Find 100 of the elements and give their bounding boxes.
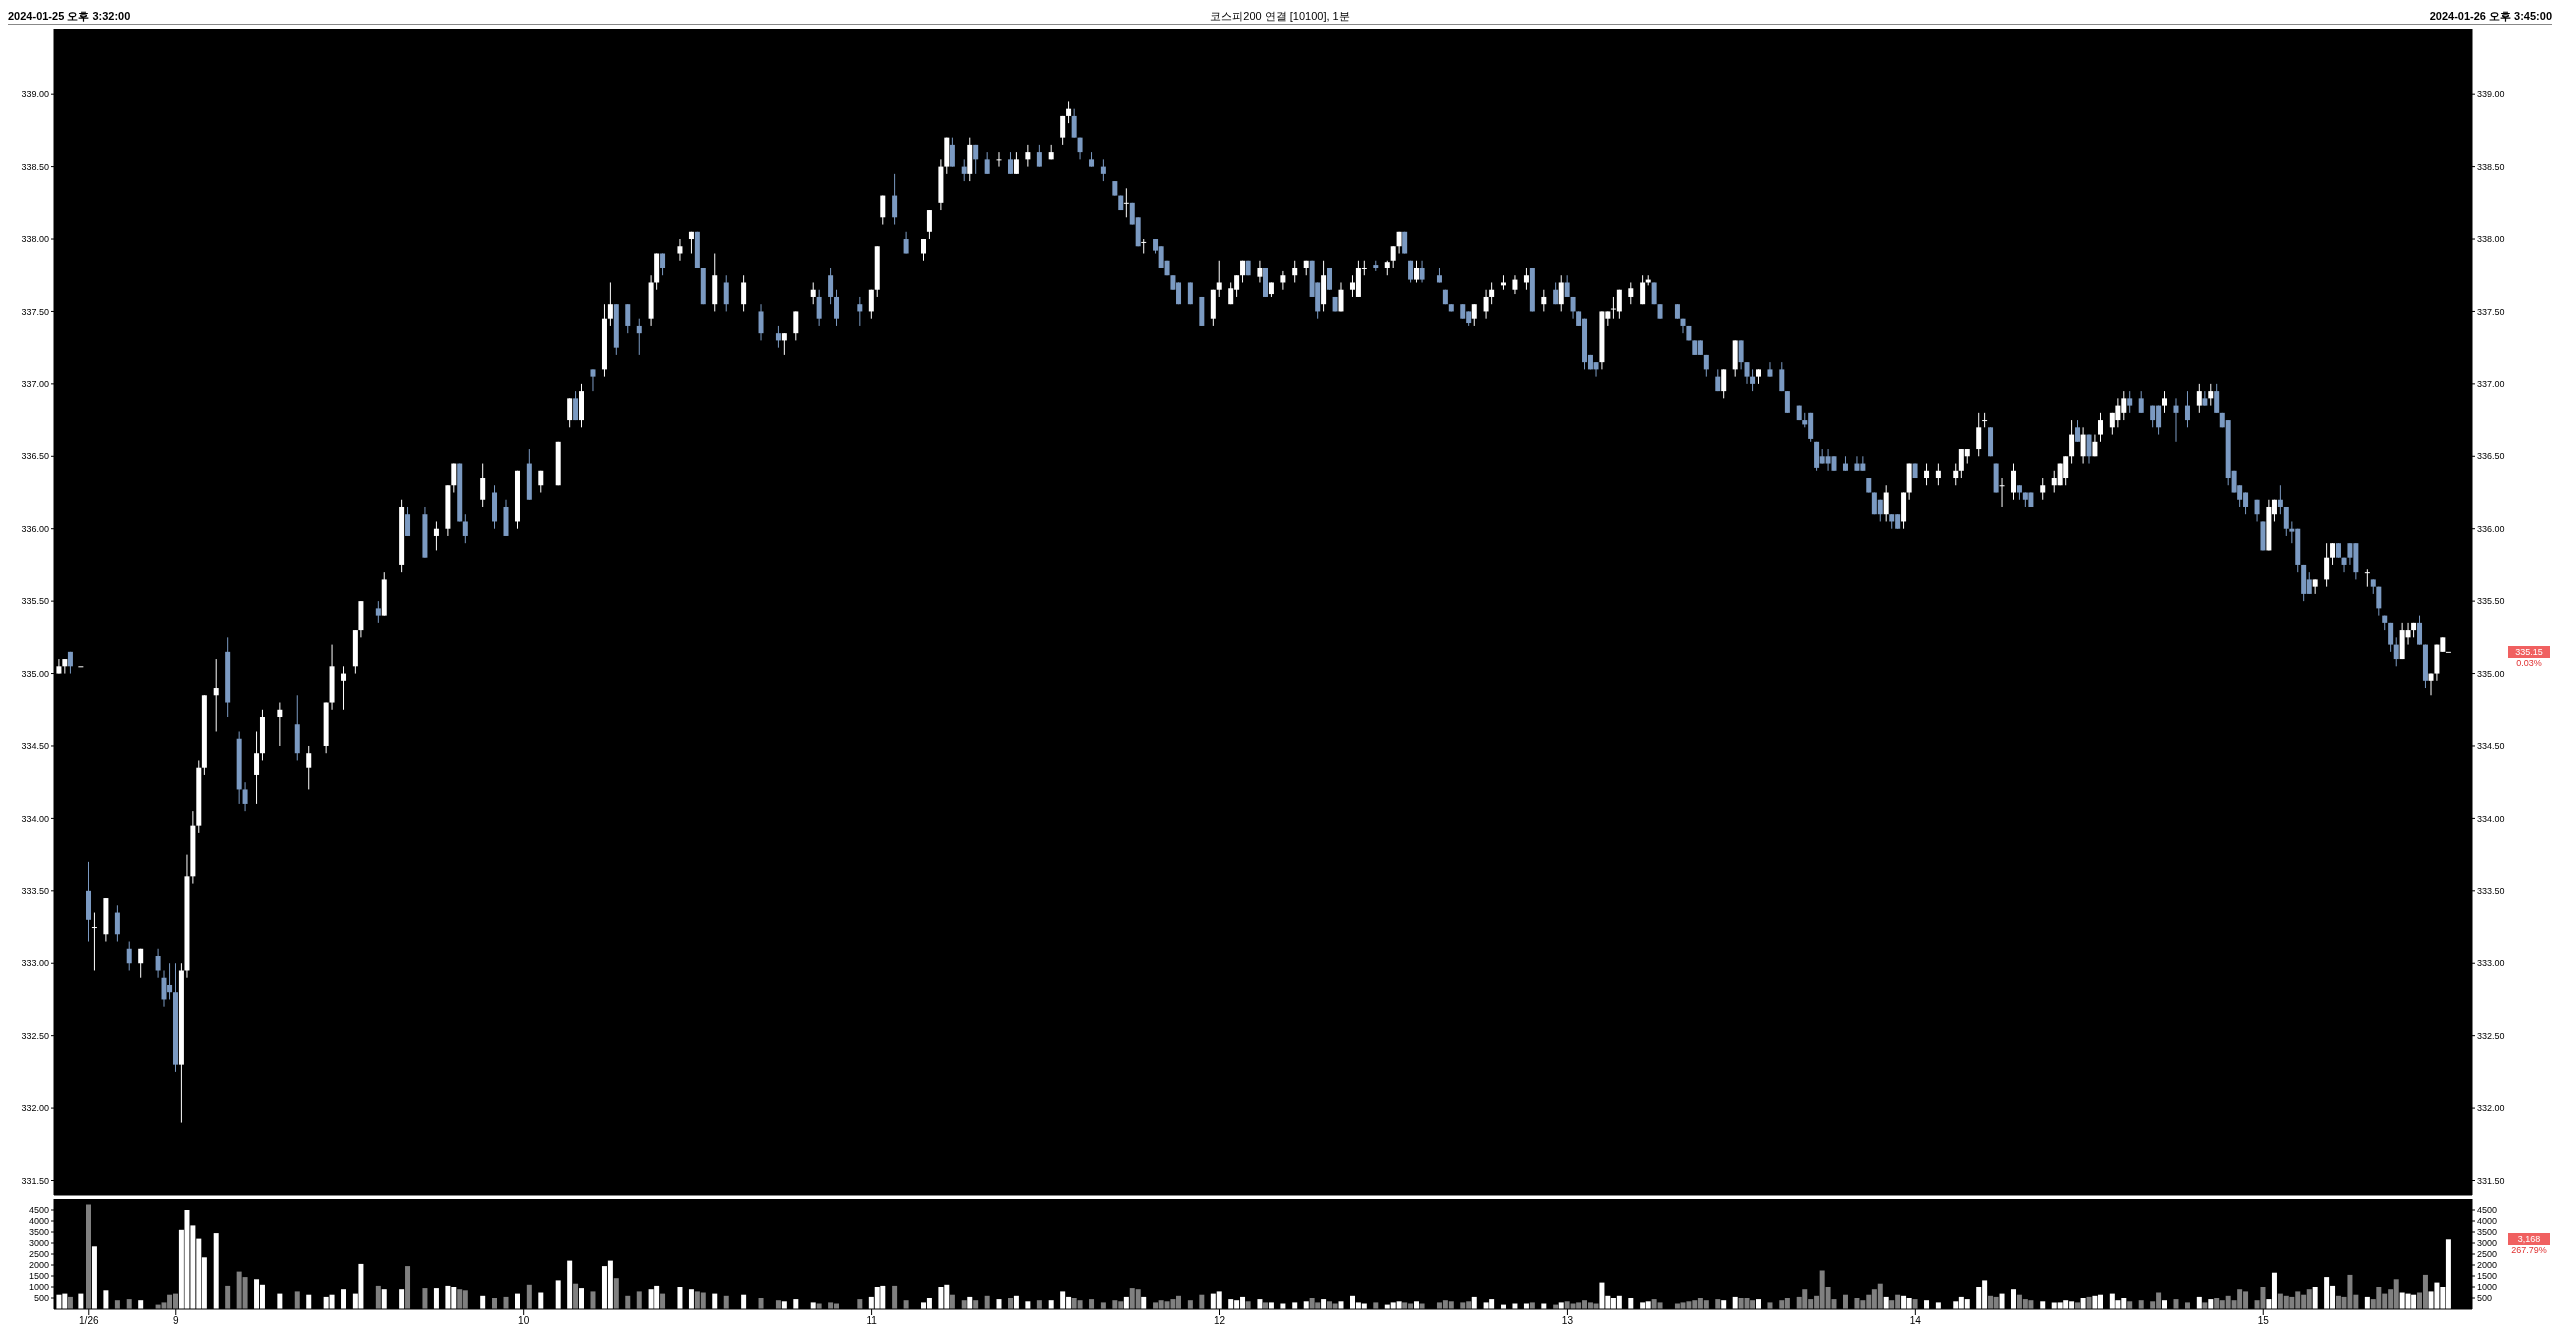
y-tick-label: 333.00: [21, 958, 49, 969]
candlestick: [2080, 426, 2086, 465]
bar: [1628, 1298, 1634, 1309]
y2-tick-label: 1000: [2477, 1282, 2498, 1293]
bar: [1715, 1299, 1721, 1309]
candlestick: [2283, 506, 2289, 537]
candlestick: [1935, 463, 1941, 486]
candlestick: [2388, 622, 2394, 653]
candlestick: [1483, 289, 1489, 320]
bar: [1732, 1296, 1738, 1309]
bar: [2040, 1301, 2046, 1309]
bar: [138, 1300, 144, 1309]
bar: [660, 1293, 666, 1309]
y-tick-label: 334.50: [21, 741, 49, 752]
bar: [1007, 1298, 1013, 1309]
bar: [949, 1294, 955, 1309]
bar: [810, 1302, 816, 1309]
y-tick-label: 4000: [28, 1216, 49, 1227]
y2-tick-label: 337.00: [2477, 379, 2505, 390]
y-tick-label: 338.50: [21, 161, 49, 172]
candlestick: [155, 948, 161, 979]
candlestick: [1564, 274, 1570, 298]
candlestick: [1784, 390, 1790, 414]
candlestick: [573, 390, 579, 421]
bar: [1529, 1302, 1535, 1309]
candlestick: [2011, 463, 2017, 501]
bar: [2138, 1300, 2144, 1309]
candlestick: [880, 195, 886, 226]
bar: [1721, 1300, 1727, 1309]
candlestick: [2097, 412, 2103, 443]
bar: [2011, 1289, 2017, 1309]
bar: [1935, 1302, 1941, 1309]
candlestick: [607, 281, 613, 327]
bar: [1471, 1296, 1477, 1309]
candlestick: [2341, 557, 2347, 573]
candlestick: [1883, 484, 1889, 522]
bar: [892, 1285, 898, 1309]
x-tick-label: 12: [1213, 1315, 1226, 1327]
x-tick-label: 14: [1909, 1315, 1922, 1327]
candlestick: [741, 274, 747, 312]
candlestick: [1750, 368, 1756, 392]
bar: [399, 1289, 405, 1309]
candlestick: [984, 151, 990, 175]
bar: [1558, 1302, 1564, 1309]
bar: [1912, 1299, 1918, 1309]
bar: [2196, 1296, 2202, 1309]
bar: [514, 1293, 520, 1309]
bar: [341, 1289, 347, 1309]
candlestick: [816, 289, 822, 327]
candlestick: [2277, 484, 2283, 515]
candlestick: [1982, 412, 1988, 428]
bar: [433, 1288, 439, 1309]
bar: [492, 1298, 498, 1309]
candlestick: [433, 520, 439, 551]
bar: [526, 1284, 532, 1309]
candlestick: [793, 310, 799, 341]
y2-tick-label: 332.00: [2477, 1103, 2505, 1114]
bar: [688, 1289, 694, 1309]
x-tick-label: 11: [866, 1315, 878, 1327]
y2-tick-label: 500: [2477, 1293, 2493, 1304]
text: 335.15: [2508, 645, 2550, 658]
candlestick: [375, 600, 381, 624]
bar: [579, 1288, 584, 1309]
y2-tick-label: 334.50: [2477, 741, 2505, 752]
candlestick: [1628, 281, 1634, 305]
candlestick: [1512, 274, 1518, 295]
y-tick-label: 332.00: [21, 1103, 49, 1114]
y-tick-label: 339.00: [21, 89, 49, 100]
candlestick: [2364, 568, 2370, 588]
bar: [2312, 1287, 2318, 1309]
text: 3,168: [2508, 1233, 2550, 1246]
bar: [480, 1295, 486, 1309]
candlestick: [921, 238, 926, 262]
bar: [1842, 1294, 1848, 1309]
candlestick: [2417, 615, 2423, 646]
candlestick: [242, 781, 248, 812]
y2-tick-label: 334.00: [2477, 813, 2505, 824]
candlestick: [91, 912, 97, 971]
candlestick: [1292, 260, 1298, 283]
candlestick: [996, 151, 1002, 168]
candlestick: [677, 238, 683, 262]
candlestick: [462, 513, 468, 544]
candlestick: [590, 368, 596, 392]
candlestick: [405, 506, 411, 537]
bar: [375, 1285, 381, 1309]
candlestick: [949, 137, 955, 168]
candlestick: [1036, 144, 1042, 168]
y-tick-label: 337.00: [21, 379, 49, 390]
candlestick: [1257, 260, 1263, 283]
candlestick: [1489, 281, 1495, 305]
bar: [91, 1246, 97, 1309]
bar: [793, 1299, 799, 1309]
text: 267.79%: [2510, 1245, 2548, 1257]
text: 2024-01-26 오후 3:45:00: [2429, 9, 2552, 24]
candlestick: [1066, 100, 1072, 124]
bar: [67, 1296, 73, 1309]
candlestick: [1523, 267, 1529, 291]
candlestick: [1025, 144, 1031, 168]
candlestick: [625, 303, 631, 334]
candlestick: [1419, 260, 1425, 283]
